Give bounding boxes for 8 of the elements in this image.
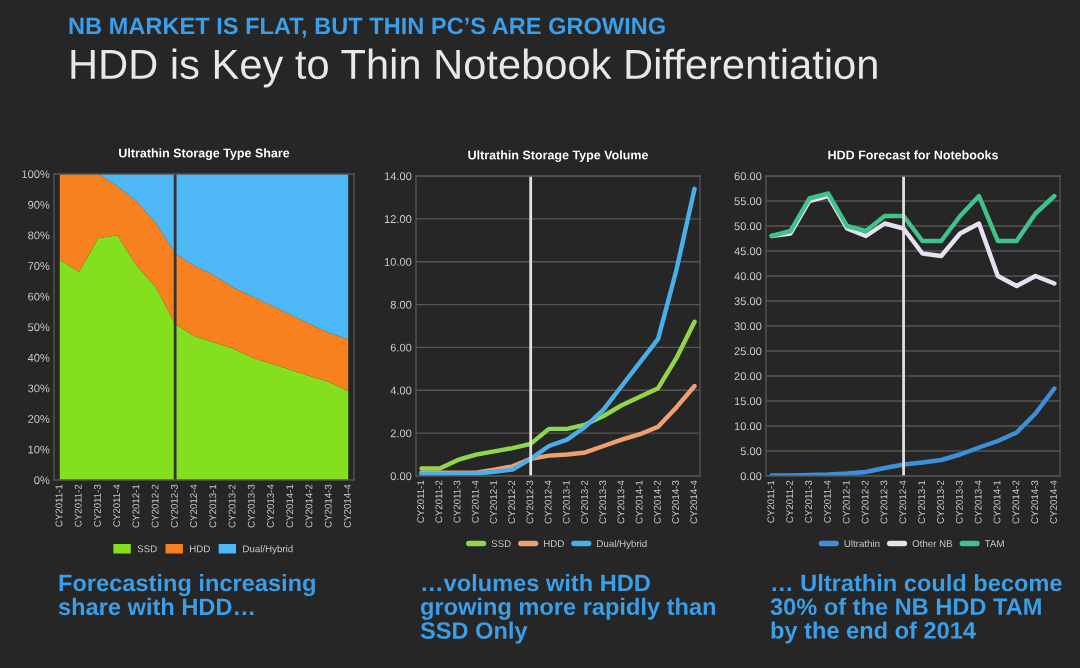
line-series [419,319,697,471]
line-series [769,193,1057,289]
text: NB MARKET IS FLAT, BUT THIN PC’S ARE GROWING [69,17,665,38]
text: HDD is Key to Thin Notebook Differentiation [71,48,877,88]
text: Forecasting increasing share with HDD… [58,574,315,616]
text: …volumes with HDD growing more rapidly than SSD Only [420,574,716,644]
line-series [769,191,1057,244]
text: … Ultrathin could become 30% of the NB HDD TAM by the end of 2014 [770,574,1062,644]
